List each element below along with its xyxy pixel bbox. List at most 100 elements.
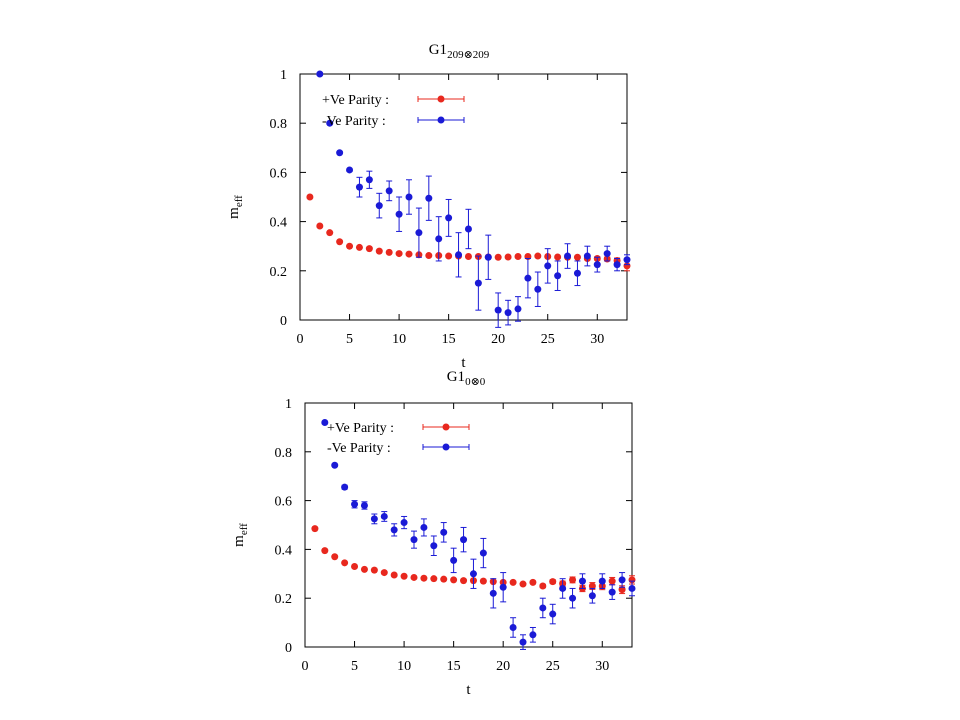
data-point — [618, 576, 626, 584]
series-positive-parity — [311, 525, 636, 595]
data-point — [549, 578, 557, 586]
plot-frame — [299, 73, 628, 321]
data-point — [623, 262, 631, 270]
legend-label: +Ve Parity : — [327, 421, 394, 436]
data-point — [494, 306, 502, 314]
x-tick-label: 10 — [392, 332, 406, 347]
data-point — [360, 501, 368, 509]
data-point — [588, 592, 596, 600]
data-point — [375, 247, 383, 255]
legend-marker — [442, 443, 450, 451]
y-tick-label: 0 — [285, 641, 292, 656]
data-point — [351, 500, 359, 508]
data-point — [573, 253, 581, 261]
data-point — [554, 272, 562, 280]
data-point — [311, 525, 319, 533]
x-tick-label: 5 — [351, 659, 358, 674]
data-point — [370, 566, 378, 574]
y-tick-label: 0.4 — [270, 216, 288, 231]
data-point — [539, 582, 547, 590]
data-point — [410, 536, 418, 544]
data-point — [380, 569, 388, 577]
data-point — [415, 229, 423, 237]
y-tick-label: 0.2 — [270, 265, 288, 280]
series-negative-parity — [316, 70, 631, 328]
plot-frame — [304, 402, 633, 648]
x-tick-label: 15 — [447, 659, 461, 674]
data-point — [598, 577, 606, 585]
data-point — [554, 253, 562, 261]
y-tick-label: 0.6 — [270, 166, 288, 181]
y-axis-label-group: meff — [231, 523, 250, 547]
data-point — [405, 250, 413, 258]
data-point — [583, 252, 591, 260]
data-point — [504, 309, 512, 317]
y-tick-label: 0.8 — [275, 446, 293, 461]
data-point — [341, 559, 349, 567]
data-point — [573, 269, 581, 277]
data-point — [336, 149, 344, 157]
data-point — [355, 243, 363, 251]
chart-panel-1: 0 5 10 15 20 25 30 0 0.2 0.4 0.6 0.8 1 t meff G1209⊗209… — [226, 42, 631, 371]
data-point — [608, 588, 616, 596]
data-point — [578, 577, 586, 585]
x-tick-label: 25 — [541, 332, 555, 347]
data-point — [569, 594, 577, 602]
data-point — [351, 562, 359, 570]
data-point — [326, 229, 334, 237]
x-tick-label: 20 — [491, 332, 505, 347]
legend-label: -Ve Parity : — [327, 441, 391, 456]
y-axis-label-subscript: eff — [233, 195, 245, 207]
data-point — [346, 242, 354, 250]
legend-label: +Ve Parity : — [322, 93, 389, 108]
data-point — [385, 248, 393, 256]
data-point — [534, 285, 542, 293]
legend-marker — [442, 423, 450, 431]
data-point — [331, 461, 339, 469]
data-point — [460, 577, 468, 585]
y-axis-label: meff — [231, 523, 250, 547]
y-tick-label: 0.2 — [275, 592, 293, 607]
y-tick-label: 0.8 — [270, 117, 288, 132]
chart-title-main: G1 — [447, 369, 465, 385]
data-point — [390, 571, 398, 579]
data-point — [420, 523, 428, 531]
data-point — [618, 586, 626, 594]
chart-title-main: G1 — [429, 42, 447, 58]
data-point — [400, 572, 408, 580]
data-point — [529, 578, 537, 586]
data-point — [484, 253, 492, 261]
x-tick-label: 20 — [496, 659, 510, 674]
chart-title-subscript: 0⊗0 — [465, 376, 486, 388]
data-point — [316, 222, 324, 230]
data-point — [410, 573, 418, 581]
data-point — [509, 578, 517, 586]
data-point — [504, 253, 512, 261]
data-point — [603, 250, 611, 258]
chart-panel-2: 0 5 10 15 20 25 30 0 0.2 0.4 0.6 0.8 1 t meff G10⊗0 +Ve … — [231, 369, 636, 698]
data-point — [474, 279, 482, 287]
data-point — [355, 183, 363, 191]
data-point — [321, 419, 329, 427]
data-point — [569, 576, 577, 584]
data-point — [509, 623, 517, 631]
y-tick-label: 0 — [280, 314, 287, 329]
data-point — [440, 528, 448, 536]
data-point — [331, 553, 339, 561]
y-axis-label-group: meff — [226, 195, 245, 219]
y-tick-label: 0.4 — [275, 543, 293, 558]
chart-title-subscript: 209⊗209 — [447, 49, 490, 61]
data-point — [469, 570, 477, 578]
data-point — [306, 193, 314, 201]
y-tick-label: 1 — [280, 68, 287, 83]
data-point — [544, 262, 552, 270]
y-axis-label: meff — [226, 195, 245, 219]
chart-title: G1209⊗209 — [429, 42, 490, 61]
data-point — [316, 70, 324, 78]
data-point — [385, 187, 393, 195]
data-point — [593, 261, 601, 269]
data-point — [514, 305, 522, 313]
data-point — [628, 576, 636, 584]
data-point — [499, 583, 507, 591]
data-point — [514, 253, 522, 261]
